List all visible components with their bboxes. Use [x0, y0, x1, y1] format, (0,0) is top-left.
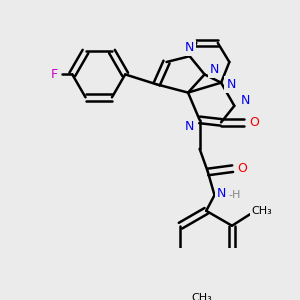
Text: N: N — [210, 63, 219, 76]
Text: CH₃: CH₃ — [192, 293, 212, 300]
Text: O: O — [249, 116, 259, 129]
Text: N: N — [216, 187, 226, 200]
Text: N: N — [226, 78, 236, 91]
Text: O: O — [238, 162, 248, 175]
Text: -H: -H — [228, 190, 241, 200]
Text: F: F — [50, 68, 58, 81]
Text: N: N — [185, 120, 194, 133]
Text: N: N — [185, 41, 194, 55]
Text: N: N — [241, 94, 250, 107]
Text: CH₃: CH₃ — [251, 206, 272, 216]
